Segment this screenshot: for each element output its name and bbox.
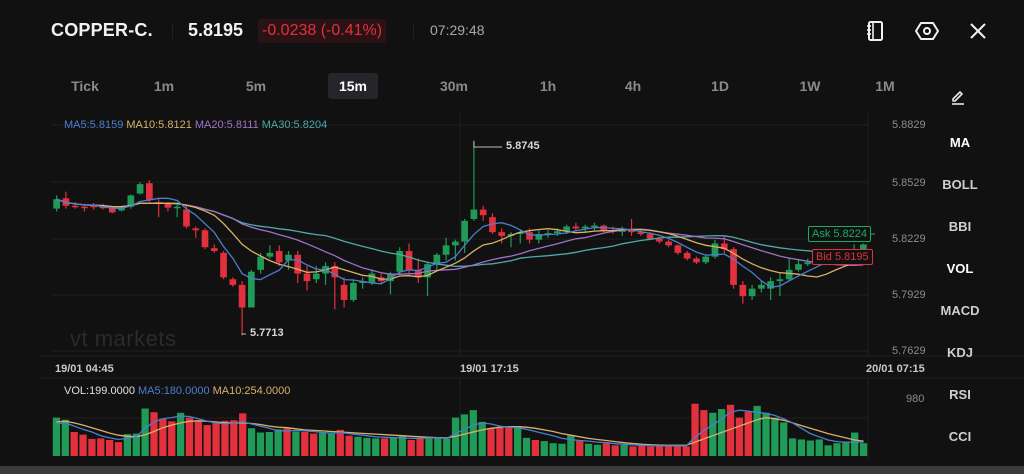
tab-1m-month[interactable]: 1M xyxy=(875,78,895,94)
price-tick: 5.7629 xyxy=(892,345,926,357)
price-tick: 5.8529 xyxy=(892,177,926,189)
ma10-legend: MA10:5.8121 xyxy=(126,119,192,131)
time-tick: 19/01 04:45 xyxy=(55,363,114,375)
price-change-badge: -0.0238 (-0.41%) xyxy=(258,19,387,43)
ma-legend: MA5:5.8159 MA10:5.8121 MA20:5.8111 MA30:… xyxy=(64,119,327,131)
indicator-cci[interactable]: CCI xyxy=(948,429,972,444)
vol-ma10-legend: MA10:254.0000 xyxy=(212,385,291,397)
ask-price-tag: Ask 5.8224 xyxy=(808,226,872,242)
vol-legend: VOL:199.0000 xyxy=(64,385,135,397)
high-price-label: 5.8745 xyxy=(506,140,540,152)
clock-time: 07:29:48 xyxy=(430,22,485,38)
tab-1h[interactable]: 1h xyxy=(539,78,557,94)
indicator-rsi[interactable]: RSI xyxy=(949,387,971,402)
settings-hexagon-icon[interactable] xyxy=(914,18,940,44)
ma5-legend: MA5:5.8159 xyxy=(64,119,124,131)
tab-1d[interactable]: 1D xyxy=(711,78,729,94)
close-icon[interactable] xyxy=(965,18,991,44)
time-tick: 20/01 07:15 xyxy=(866,363,925,375)
current-price: 5.8195 xyxy=(188,20,244,40)
low-price-label: 5.7713 xyxy=(250,327,284,339)
time-tick: 19/01 17:15 xyxy=(460,363,519,375)
indicator-boll[interactable]: BOLL xyxy=(942,177,978,192)
tab-30m[interactable]: 30m xyxy=(439,78,469,94)
price-tick: 5.8229 xyxy=(892,233,926,245)
pencil-icon[interactable] xyxy=(948,86,968,106)
price-tick: 5.8829 xyxy=(892,119,926,131)
volume-legend: VOL:199.0000 MA5:180.0000 MA10:254.0000 xyxy=(64,385,290,397)
tab-1m[interactable]: 1m xyxy=(153,78,175,94)
tab-tick[interactable]: Tick xyxy=(71,78,99,94)
volume-tick: 980 xyxy=(906,393,925,405)
tab-5m[interactable]: 5m xyxy=(245,78,267,94)
tab-1w[interactable]: 1W xyxy=(799,78,821,94)
indicator-ma[interactable]: MA xyxy=(949,135,971,150)
notebook-icon[interactable] xyxy=(862,18,888,44)
tab-15m[interactable]: 15m xyxy=(328,73,378,99)
symbol-name[interactable]: COPPER-C. xyxy=(51,20,153,40)
header-bar: COPPER-C. 5.8195 -0.0238 (-0.41%) 07:29:… xyxy=(0,0,1024,64)
indicator-vol[interactable]: VOL xyxy=(946,261,974,276)
divider xyxy=(172,23,173,39)
ma20-legend: MA20:5.8111 xyxy=(194,119,259,131)
vol-ma5-legend: MA5:180.0000 xyxy=(138,385,210,397)
vt-markets-watermark: vt markets xyxy=(70,326,177,351)
indicator-macd[interactable]: MACD xyxy=(940,303,980,318)
indicator-bbi[interactable]: BBI xyxy=(948,219,972,234)
divider xyxy=(413,23,414,39)
bid-price-tag: Bid 5.8195 xyxy=(812,249,873,265)
ma30-legend: MA30:5.8204 xyxy=(261,119,328,131)
indicator-kdj[interactable]: KDJ xyxy=(946,345,973,360)
price-tick: 5.7929 xyxy=(892,289,926,301)
tab-4h[interactable]: 4h xyxy=(624,78,642,94)
